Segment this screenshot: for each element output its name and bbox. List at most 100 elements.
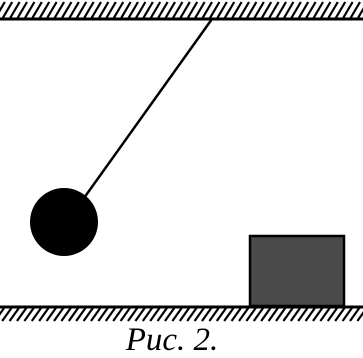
hatch-mark xyxy=(260,1,273,18)
hatch-mark xyxy=(193,1,206,18)
hatch-mark xyxy=(53,307,65,322)
hatch-mark xyxy=(171,307,184,322)
hatch-mark xyxy=(215,307,228,322)
hatch-mark xyxy=(290,1,302,18)
hatch-mark xyxy=(134,307,147,322)
hatch-mark xyxy=(304,307,317,322)
ceiling-support xyxy=(0,1,363,21)
hatch-mark xyxy=(245,1,258,18)
floor-hatching xyxy=(0,307,363,322)
hatch-mark xyxy=(1,307,14,322)
hatch-mark xyxy=(334,1,347,18)
hatch-mark xyxy=(275,307,287,322)
hatch-mark xyxy=(16,307,28,322)
hatch-mark xyxy=(68,1,80,18)
figure-caption: Рис. 2. xyxy=(125,322,219,358)
hatch-mark xyxy=(142,1,154,18)
hatch-mark xyxy=(112,307,125,322)
hatch-mark xyxy=(304,1,317,18)
hatch-mark xyxy=(201,1,213,18)
hatch-mark xyxy=(238,307,250,322)
hatch-mark xyxy=(230,307,243,322)
hatch-mark xyxy=(53,1,65,18)
hatch-mark xyxy=(216,1,228,18)
hatch-mark xyxy=(186,307,199,322)
pendulum-bob xyxy=(30,188,98,256)
hatch-mark xyxy=(312,1,324,18)
hatch-mark xyxy=(60,307,73,322)
hatch-mark xyxy=(252,307,265,322)
hatch-mark xyxy=(179,1,191,18)
hatch-mark xyxy=(282,307,295,322)
hatch-mark xyxy=(230,1,243,18)
hatch-mark xyxy=(105,1,117,18)
hatch-mark xyxy=(238,1,250,18)
hatch-mark xyxy=(356,7,363,18)
hatch-mark xyxy=(349,307,361,322)
hatch-mark xyxy=(16,1,28,18)
hatch-mark xyxy=(312,307,324,322)
pendulum-string xyxy=(82,18,214,199)
hatch-mark xyxy=(127,1,139,18)
hatch-mark xyxy=(90,1,102,18)
hatch-mark xyxy=(134,1,147,18)
hatch-mark xyxy=(45,1,58,18)
hatch-mark xyxy=(341,1,354,18)
hatch-mark xyxy=(127,307,139,322)
hatch-mark xyxy=(97,1,110,18)
hatch-mark xyxy=(260,307,273,322)
hatch-mark xyxy=(245,307,258,322)
hatch-mark xyxy=(38,1,51,18)
ceiling-hatching xyxy=(0,1,363,18)
hatch-mark xyxy=(275,1,287,18)
hatch-mark xyxy=(178,307,191,322)
hatch-mark xyxy=(208,1,221,18)
hatch-mark xyxy=(38,307,51,322)
hatch-mark xyxy=(156,1,169,18)
hatch-mark xyxy=(223,1,236,18)
hatch-mark xyxy=(319,1,332,18)
hatch-mark xyxy=(208,307,221,322)
hatch-mark xyxy=(141,307,154,322)
hatch-mark xyxy=(45,307,58,322)
hatch-mark xyxy=(326,307,339,322)
hatch-mark xyxy=(267,307,280,322)
hatch-mark xyxy=(97,307,110,322)
hatch-mark xyxy=(30,307,43,322)
hatch-mark xyxy=(8,307,21,322)
hatch-mark xyxy=(171,1,184,18)
hatch-mark xyxy=(31,1,43,18)
hatch-mark xyxy=(223,307,236,322)
hatch-mark xyxy=(327,1,339,18)
hatch-mark xyxy=(201,307,213,322)
hatch-mark xyxy=(90,307,102,322)
hatch-mark xyxy=(253,1,265,18)
hatch-mark xyxy=(60,1,73,18)
hatch-mark xyxy=(23,1,36,18)
hatch-mark xyxy=(289,307,302,322)
hatch-mark xyxy=(75,1,88,18)
hatch-mark xyxy=(193,307,206,322)
hatch-mark xyxy=(149,1,162,18)
hatch-mark xyxy=(112,1,125,18)
hatch-mark xyxy=(349,1,361,18)
hatch-mark xyxy=(282,1,295,18)
hatch-mark xyxy=(1,1,14,18)
hatch-mark xyxy=(164,307,176,322)
hatch-mark xyxy=(267,1,280,18)
hatch-mark xyxy=(67,307,80,322)
hatch-mark xyxy=(75,307,88,322)
hatch-mark xyxy=(341,307,354,322)
hatch-mark xyxy=(82,1,95,18)
hatch-mark xyxy=(297,307,310,322)
hatch-mark xyxy=(334,307,347,322)
block xyxy=(248,234,346,308)
hatch-mark xyxy=(156,307,169,322)
hatch-mark xyxy=(297,1,310,18)
hatch-mark xyxy=(356,311,363,322)
hatch-mark xyxy=(23,307,36,322)
hatch-mark xyxy=(164,1,176,18)
hatch-mark xyxy=(319,307,332,322)
hatch-mark xyxy=(119,307,132,322)
